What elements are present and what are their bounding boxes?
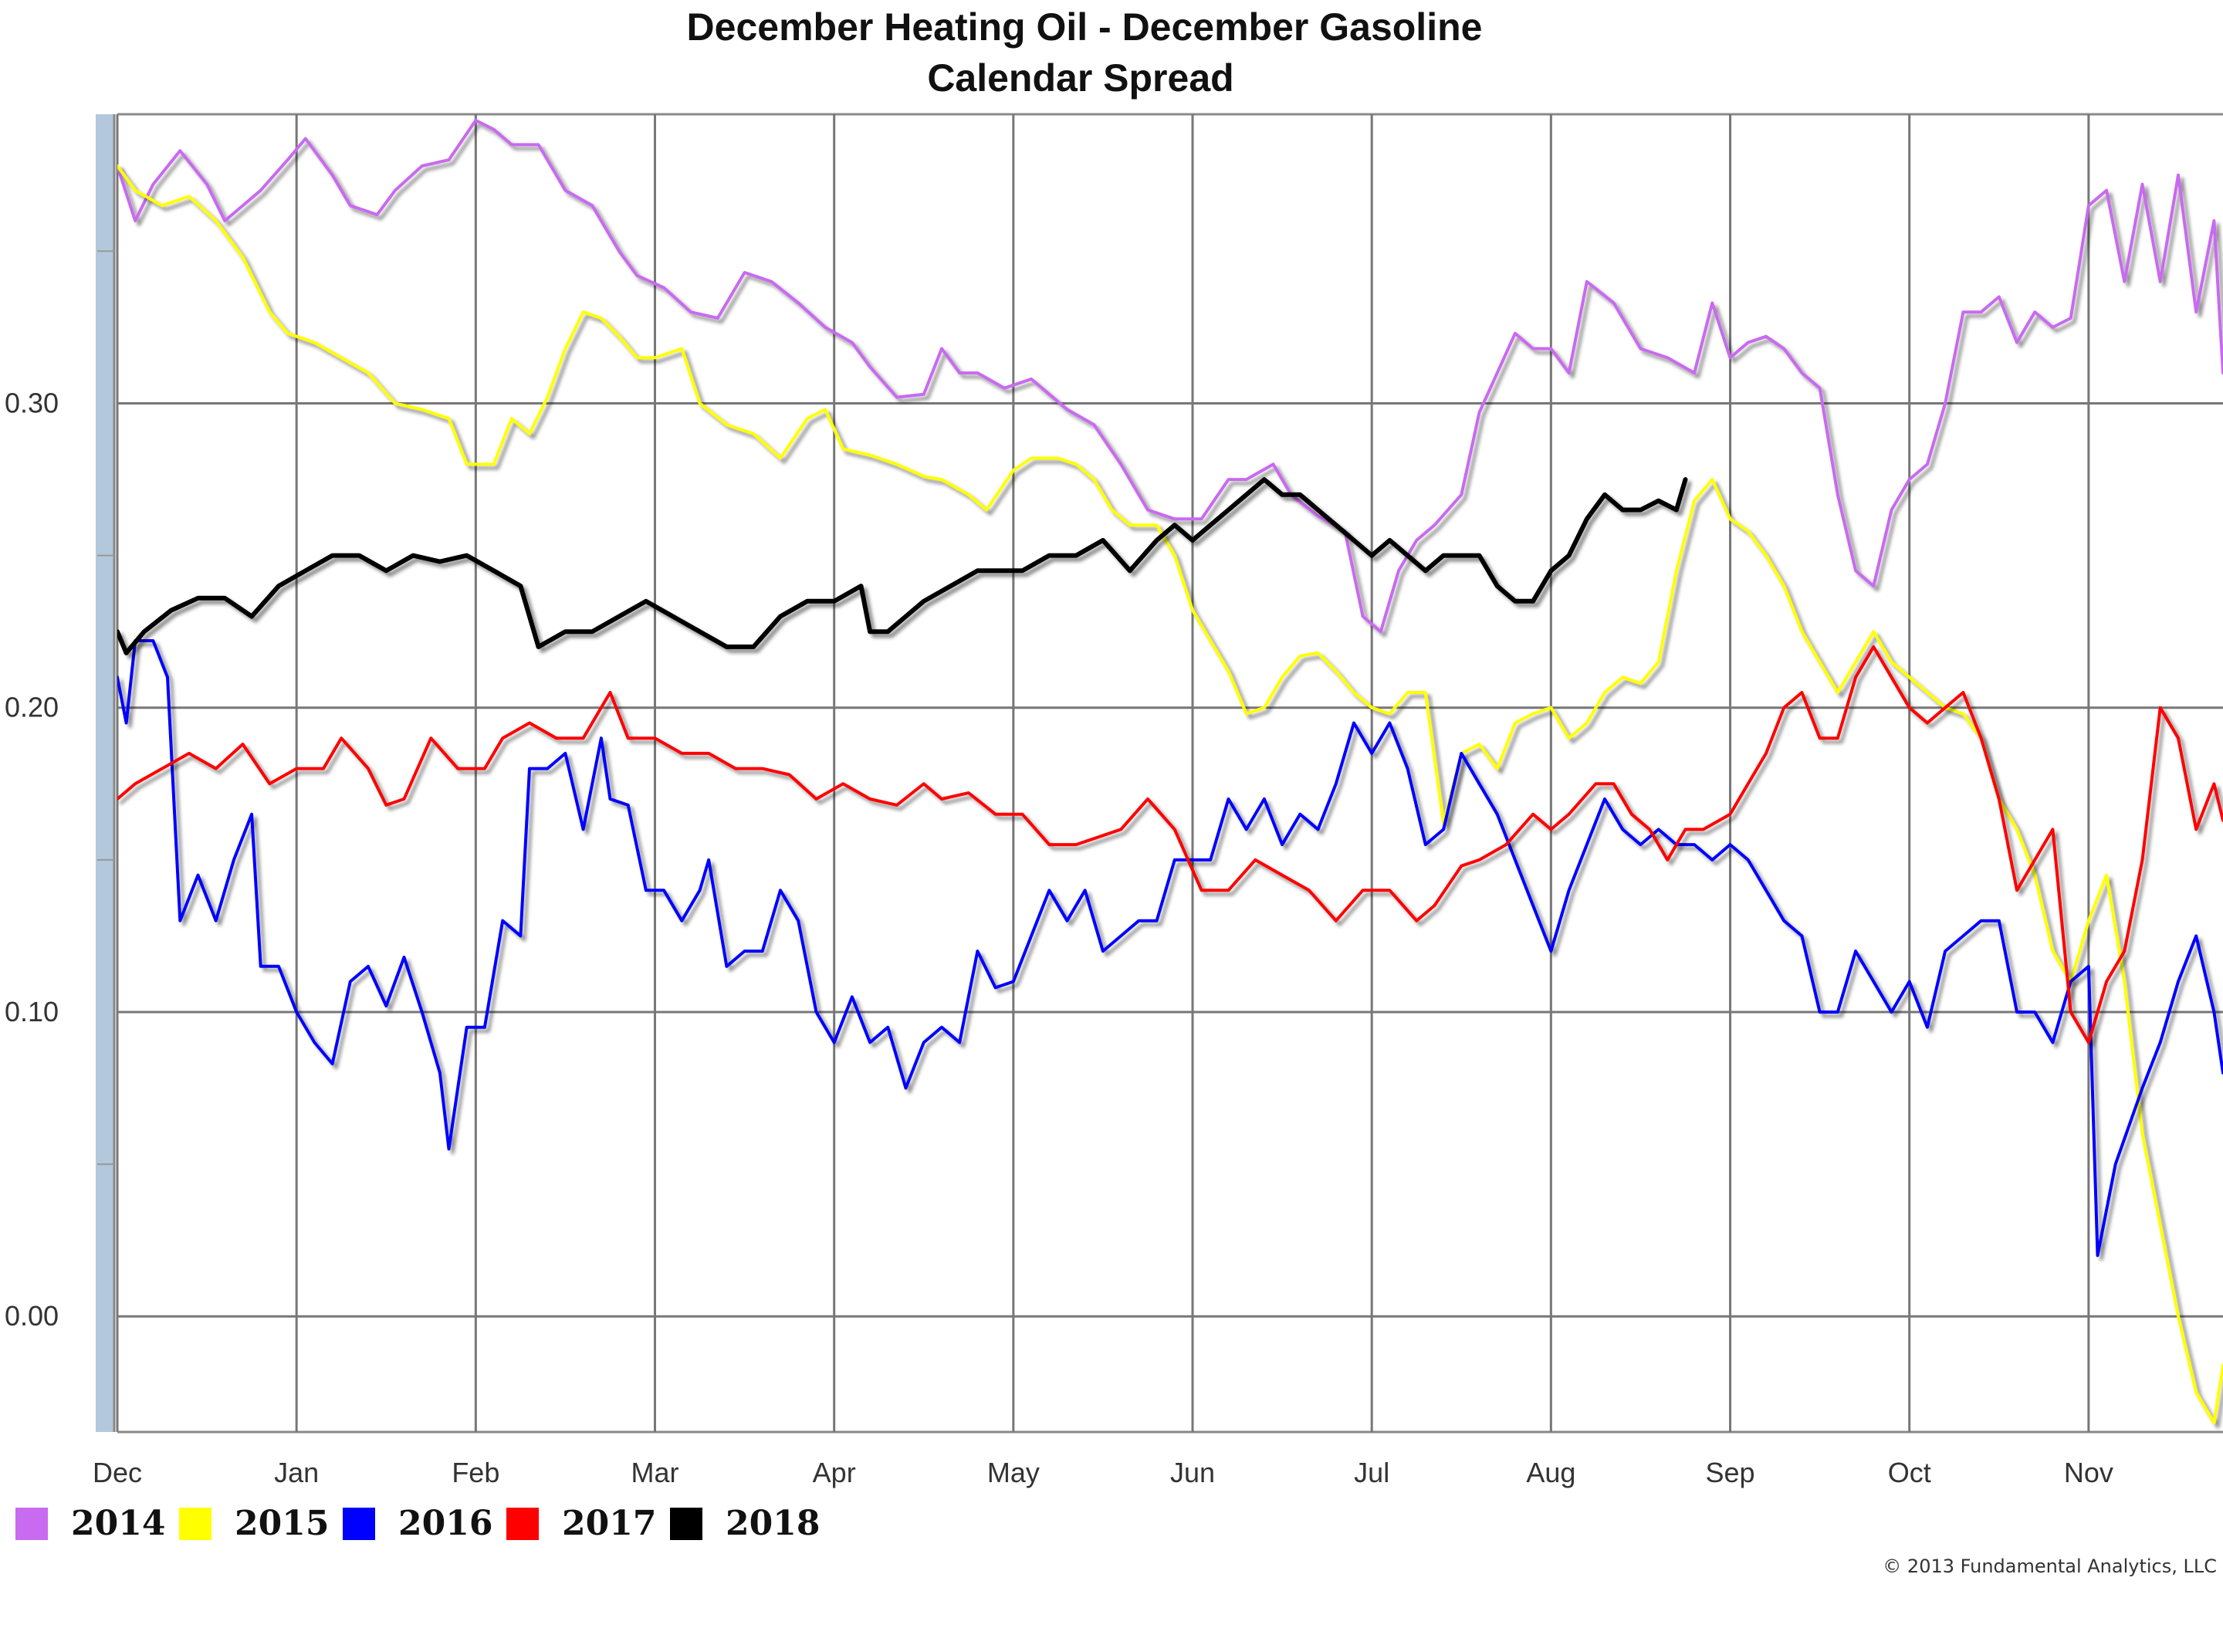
legend-swatch (506, 1508, 539, 1540)
legend-label: 2014 (71, 1504, 165, 1543)
x-tick-label: Apr (813, 1457, 856, 1488)
x-tick-label: Aug (1526, 1457, 1575, 1488)
x-axis-ticks: Dec Jan Feb Mar Apr May Jun Jul Aug Sep Oct Nov (93, 1457, 2113, 1488)
x-tick-label: Jul (1354, 1457, 1389, 1488)
y-tick-label: 0.30 (5, 388, 59, 419)
series-lines (117, 118, 2223, 1425)
legend-swatch (179, 1508, 211, 1540)
x-tick-label: Feb (452, 1457, 499, 1488)
plot-area (96, 113, 2223, 1434)
x-tick-label: Dec (93, 1457, 142, 1488)
legend-swatch (15, 1508, 48, 1540)
y-axis-bar (96, 114, 114, 1432)
x-tick-label: Nov (2064, 1457, 2113, 1488)
series-line-2014 (117, 118, 2223, 634)
x-tick-label: Jun (1170, 1457, 1215, 1488)
legend-swatch (670, 1508, 702, 1540)
legend-label: 2017 (562, 1504, 656, 1543)
y-tick-label: 0.00 (5, 1300, 59, 1332)
series-line-2018 (117, 477, 1688, 655)
legend-swatch (343, 1508, 375, 1540)
copyright-notice: © 2013 Fundamental Analytics, LLC (1883, 1556, 2217, 1577)
legend-label: 2015 (235, 1504, 329, 1543)
x-tick-label: Mar (631, 1457, 679, 1488)
series-line-2015 (117, 164, 2223, 1425)
series-line-2017 (117, 645, 2223, 1044)
y-tick-label: 0.20 (5, 692, 59, 723)
legend-label: 2016 (398, 1504, 492, 1543)
x-tick-label: Oct (1888, 1457, 1931, 1488)
x-tick-label: Sep (1706, 1457, 1755, 1488)
series-line-2016 (117, 639, 2223, 1258)
y-axis-ticks: 0.30 0.20 0.10 0.00 (5, 388, 59, 1332)
x-tick-label: Jan (274, 1457, 319, 1488)
legend-label: 2018 (726, 1504, 820, 1543)
legend: 2014 2015 2016 2017 2018 (15, 1504, 820, 1543)
y-tick-label: 0.10 (5, 996, 59, 1027)
chart-subtitle: Calendar Spread (927, 56, 1233, 100)
x-tick-label: May (987, 1457, 1040, 1488)
chart-title: December Heating Oil - December Gasoline (687, 5, 1483, 49)
